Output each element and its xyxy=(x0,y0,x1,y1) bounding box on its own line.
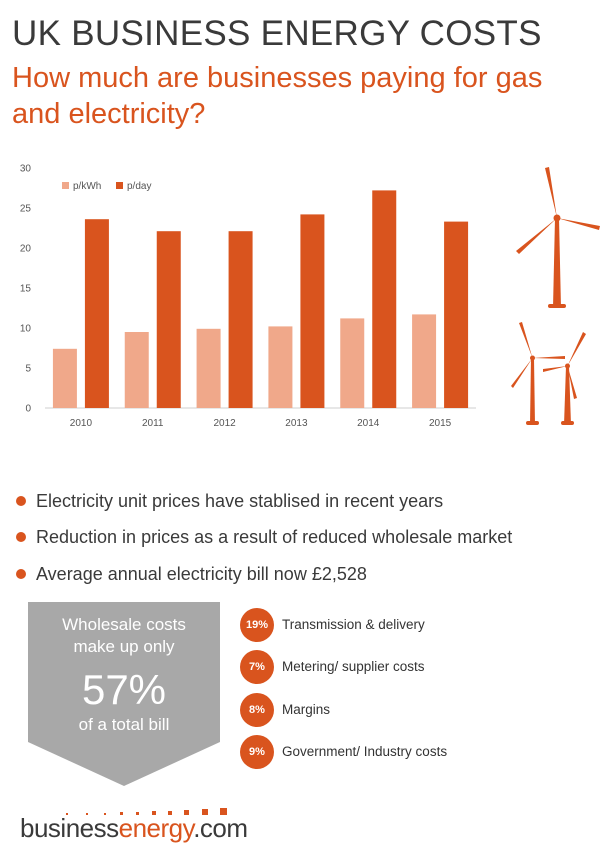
x-tick-label: 2011 xyxy=(142,418,164,429)
y-tick-label: 5 xyxy=(25,364,31,375)
bar-p-kwh xyxy=(412,314,437,408)
bullet-dot-icon xyxy=(16,569,26,579)
legend-swatch xyxy=(62,182,69,189)
logo: businessenergy.com xyxy=(20,806,280,846)
legend-swatch xyxy=(116,182,123,189)
bullet-text: Electricity unit prices have stablised i… xyxy=(36,491,444,511)
bar-p-day xyxy=(444,221,469,408)
percent-badge: 8% xyxy=(240,693,274,727)
callout-percent: 57% xyxy=(81,666,167,713)
list-item: Average annual electricity bill now £2,5… xyxy=(16,561,596,587)
bar-p-kwh xyxy=(268,326,293,408)
percent-badge: 9% xyxy=(240,735,274,769)
bar-chart: 0 5 10 15 20 25 30 2010 2011 2012 2013 2014 2015 p/kW… xyxy=(20,164,476,429)
bar-p-day xyxy=(156,231,181,408)
y-tick-label: 30 xyxy=(20,164,32,175)
down-arrow-shape xyxy=(28,602,220,786)
x-tick-label: 2014 xyxy=(357,418,380,429)
list-item: Reduction in prices as a result of reduc… xyxy=(16,524,596,550)
x-tick-label: 2015 xyxy=(429,418,452,429)
percent-badge: 19% xyxy=(240,608,274,642)
y-tick-label: 0 xyxy=(25,404,31,415)
breakdown-label: Transmission & delivery xyxy=(282,617,425,632)
bullet-dot-icon xyxy=(16,532,26,542)
x-tick-label: 2012 xyxy=(213,418,236,429)
breakdown-label: Margins xyxy=(282,702,331,717)
x-tick-label: 2013 xyxy=(285,418,308,429)
callout-subtext: of a total bill xyxy=(78,715,170,734)
bar-p-kwh xyxy=(340,318,365,408)
list-item: 7% Metering/ supplier costs xyxy=(240,650,600,684)
wholesale-callout: Wholesale costs make up only 57% of a to… xyxy=(28,602,220,786)
bullet-text: Reduction in prices as a result of reduc… xyxy=(36,527,513,547)
y-tick-label: 25 xyxy=(20,204,32,215)
bar-p-kwh xyxy=(124,332,149,408)
y-tick-label: 20 xyxy=(20,244,32,255)
bar-p-kwh xyxy=(52,348,77,408)
breakdown-label: Government/ Industry costs xyxy=(282,744,448,759)
callout-text: Wholesale costs make up only xyxy=(62,615,186,656)
bar-p-day xyxy=(300,214,325,408)
page-title: UK BUSINESS ENERGY COSTS xyxy=(12,14,542,53)
legend-label: p/kWh xyxy=(73,181,101,192)
bar-p-day xyxy=(84,219,109,408)
list-item: 9% Government/ Industry costs xyxy=(240,735,600,769)
list-item: 19% Transmission & delivery xyxy=(240,608,600,642)
wind-turbines-icon xyxy=(511,167,600,425)
y-tick-label: 10 xyxy=(20,324,32,335)
bullet-text: Average annual electricity bill now £2,5… xyxy=(36,564,367,584)
list-item: Electricity unit prices have stablised i… xyxy=(16,488,596,514)
page-subtitle: How much are businesses paying for gas a… xyxy=(12,62,543,130)
bar-p-day xyxy=(372,190,397,408)
legend-label: p/day xyxy=(127,181,151,192)
bar-p-day xyxy=(228,231,253,408)
cost-breakdown-list: 19% Transmission & delivery 7% Metering/… xyxy=(240,608,600,778)
percent-badge: 7% xyxy=(240,650,274,684)
bullet-dot-icon xyxy=(16,496,26,506)
y-tick-label: 15 xyxy=(20,284,32,295)
logo-wordmark: businessenergy.com xyxy=(20,813,248,843)
list-item: 8% Margins xyxy=(240,693,600,727)
breakdown-label: Metering/ supplier costs xyxy=(282,659,425,674)
x-tick-label: 2010 xyxy=(70,418,93,429)
bar-p-kwh xyxy=(196,328,221,408)
logo-dots-icon xyxy=(66,808,227,815)
